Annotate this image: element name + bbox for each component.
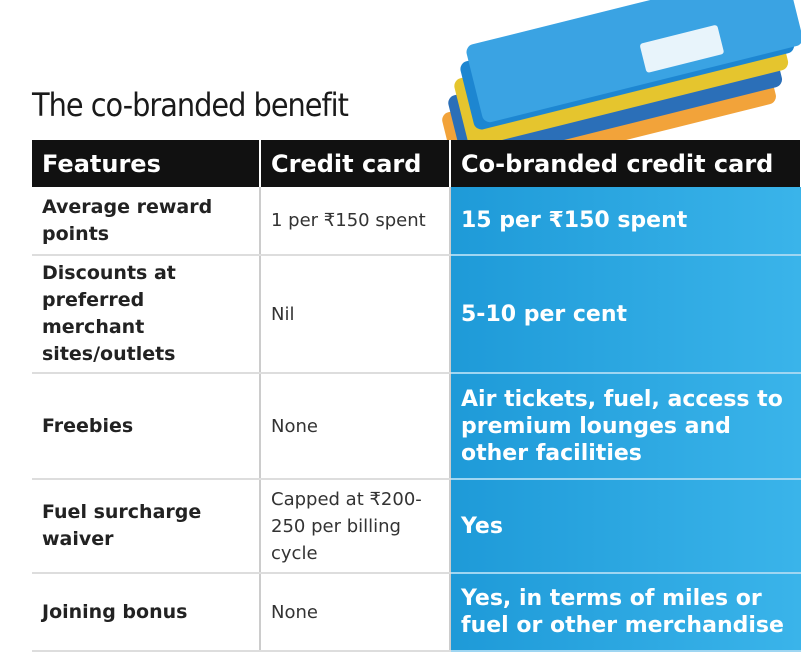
table-cell: Air tickets, fuel, access to premium lou…: [450, 373, 801, 480]
table-cell: Discounts at preferred merchant sites/ou…: [32, 255, 261, 374]
table-cell: 5-10 per cent: [450, 255, 801, 374]
table-cell: Yes, in terms of miles or fuel or other …: [450, 573, 801, 652]
column-header: Co-branded credit card: [450, 140, 801, 187]
page: The co-branded benefit Features Credit ca…: [32, 0, 801, 652]
table-row: Average reward points 1 per ₹150 spent 15 …: [32, 187, 801, 256]
table-cell: Nil: [260, 255, 451, 374]
table-cell: None: [260, 373, 451, 480]
comparison-table: Features Credit card Co-branded credit car…: [32, 140, 801, 652]
table-row: Fuel surcharge waiver Capped at ₹200-250 …: [32, 479, 801, 574]
table-cell: Yes: [450, 479, 801, 574]
table-row: Discounts at preferred merchant sites/ou…: [32, 255, 801, 374]
table-cell: Capped at ₹200-250 per billing cycle: [260, 479, 451, 574]
table-cell: Joining bonus: [32, 573, 261, 652]
table-cell: 1 per ₹150 spent: [260, 187, 451, 256]
cards-illustration: [442, 0, 801, 140]
table-cell: 15 per ₹150 spent: [450, 187, 801, 256]
table-cell: Fuel surcharge waiver: [32, 479, 261, 574]
title: The co-branded benefit: [32, 86, 349, 124]
table-cell: Average reward points: [32, 187, 261, 256]
table-cell: None: [260, 573, 451, 652]
table-row: Joining bonus None Yes, in terms of miles …: [32, 573, 801, 652]
table-row: Freebies None Air tickets, fuel, access to…: [32, 373, 801, 480]
header-row: Features Credit card Co-branded credit car…: [32, 140, 801, 187]
column-header: Credit card: [260, 140, 451, 187]
column-header: Features: [32, 140, 261, 187]
table-cell: Freebies: [32, 373, 261, 480]
